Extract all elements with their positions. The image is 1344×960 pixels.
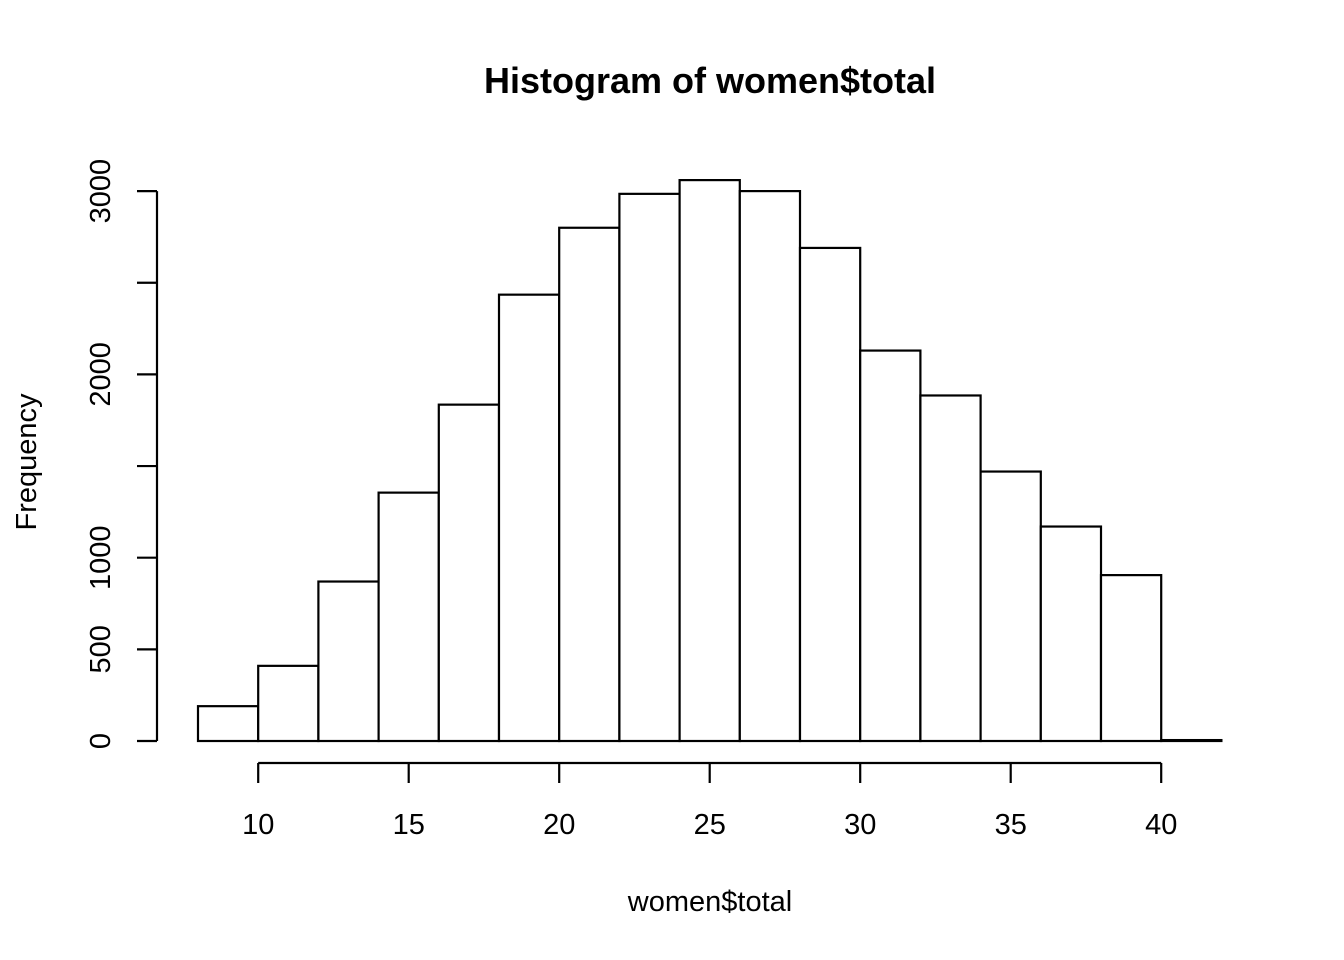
histogram-bar	[738, 190, 802, 743]
x-tick-label: 35	[995, 809, 1027, 841]
x-tick-label: 15	[393, 809, 425, 841]
histogram-bar	[196, 705, 260, 743]
histogram-bar	[859, 349, 922, 743]
histogram-bar	[257, 664, 320, 743]
histogram-bar	[317, 580, 380, 743]
histogram-bar	[1160, 738, 1223, 743]
x-tick-label: 25	[694, 809, 726, 841]
histogram-bar	[558, 226, 621, 743]
histogram-bar	[798, 246, 862, 743]
y-axis-label: Frequency	[11, 393, 43, 531]
histogram-bar	[678, 179, 741, 743]
histogram-bar	[979, 470, 1042, 743]
x-tick-label: 40	[1145, 809, 1177, 841]
y-tick-label: 1000	[85, 525, 117, 590]
x-tick-label: 10	[242, 809, 274, 841]
histogram-bar	[618, 192, 681, 743]
y-tick-label: 2000	[85, 342, 117, 407]
x-tick-label: 20	[543, 809, 575, 841]
histogram-bar	[377, 491, 440, 743]
x-tick-label: 30	[844, 809, 876, 841]
y-axis: 0 500 1000 2000 3000	[85, 159, 159, 749]
x-axis: 10 15 20 25 30 35 40	[242, 761, 1177, 841]
histogram-bar	[919, 394, 982, 743]
histogram-bar	[437, 403, 501, 743]
histogram-bar	[497, 293, 561, 743]
y-tick-label: 3000	[85, 159, 117, 224]
y-tick-label: 500	[85, 625, 117, 673]
x-axis-label: women$total	[627, 886, 792, 918]
chart-title: Histogram of women$total	[484, 60, 936, 101]
y-tick-label: 0	[85, 733, 117, 749]
histogram-bar	[1039, 525, 1103, 743]
bars-group	[196, 179, 1223, 743]
histogram-bar	[1099, 574, 1163, 743]
